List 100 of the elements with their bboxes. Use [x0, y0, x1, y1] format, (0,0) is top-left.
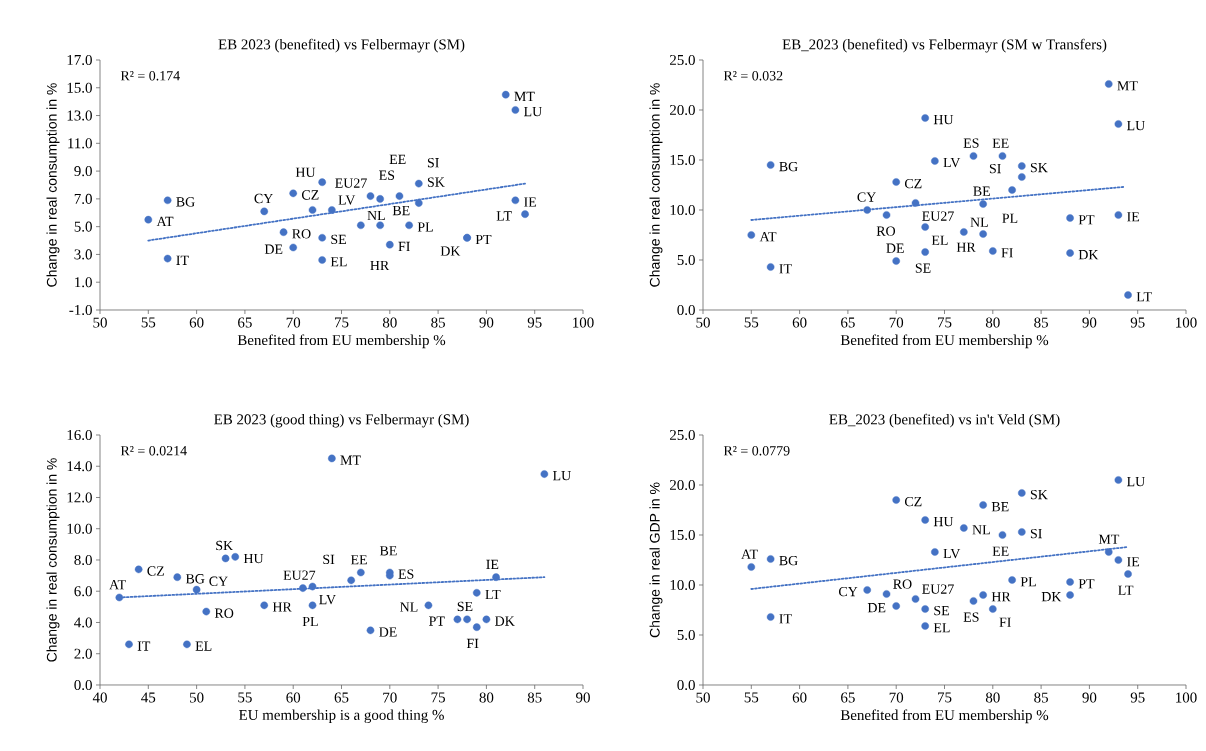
- annotation: PL: [417, 222, 433, 232]
- annotation: ES: [398, 569, 414, 579]
- y-tick-label: 3.0: [74, 249, 92, 260]
- annotation: SE: [331, 234, 346, 245]
- y-tick-label: 10.0: [670, 579, 695, 591]
- annotation: BE: [379, 546, 397, 556]
- y-tick-label: 10.0: [67, 523, 92, 534]
- annotation: SE: [915, 263, 931, 273]
- x-tick-label: 75: [938, 692, 952, 703]
- annotation: EE: [992, 138, 1009, 148]
- y-tick-label: 1.0: [75, 277, 92, 288]
- x-tick-label: 90: [576, 692, 590, 703]
- annotation: CY: [839, 586, 858, 597]
- annotation: HR: [272, 602, 292, 612]
- annotation: RO: [214, 608, 234, 618]
- x-tick-label: 65: [841, 692, 855, 703]
- annotation: PL: [1002, 213, 1018, 223]
- x-tick-label: 90: [479, 317, 494, 328]
- annotation: IE: [486, 559, 499, 569]
- x-tick-label: 90: [1082, 692, 1097, 703]
- y-tick-label: 15.0: [67, 82, 92, 93]
- x-tick-label: 85: [527, 692, 542, 703]
- x-tick-label: 70: [383, 692, 397, 703]
- annotation: LU: [524, 107, 542, 117]
- annotation: CY: [857, 192, 876, 202]
- y-axis-title: Change in real GDP in %: [649, 482, 663, 638]
- y-tick-label: 7.0: [74, 193, 92, 204]
- x-tick-label: 80: [382, 317, 397, 328]
- annotation: CZ: [904, 178, 922, 189]
- annotation: R² = 0.174: [120, 71, 180, 81]
- annotation: HU: [295, 167, 316, 178]
- annotation: BE: [991, 502, 1009, 512]
- annotation: PL: [302, 616, 318, 627]
- y-tick-label: 20.0: [669, 104, 695, 116]
- y-axis-title: Change in real consumption in %: [649, 83, 663, 287]
- annotation: LV: [319, 595, 336, 605]
- y-tick-label: -1.0: [69, 304, 92, 316]
- x-tick-label: 100: [1176, 692, 1197, 703]
- x-axis-title: EU membership is a good thing %: [239, 709, 444, 724]
- y-tick-label: 12.0: [67, 492, 92, 503]
- x-axis-title: Benefited from EU membership %: [840, 334, 1049, 349]
- annotation: PL: [1020, 577, 1036, 587]
- x-tick-label: 80: [985, 317, 1000, 328]
- annotation: AT: [741, 549, 758, 559]
- annotation: FI: [398, 241, 410, 252]
- annotation: R² = 0.032: [723, 71, 783, 81]
- annotation: EU27: [922, 584, 954, 594]
- x-axis-title: Benefited from EU membership %: [237, 334, 446, 349]
- annotation: SI: [1030, 528, 1042, 539]
- x-tick-label: 65: [334, 692, 349, 703]
- annotation: MT: [514, 91, 535, 102]
- y-tick-label: 4.0: [74, 617, 92, 628]
- annotation: EL: [931, 235, 948, 245]
- x-tick-label: 100: [573, 317, 594, 328]
- y-tick-label: 25.0: [669, 429, 695, 441]
- annotation: EU27: [922, 211, 954, 221]
- annotation: CY: [209, 576, 228, 586]
- y-tick-label: 20.0: [669, 479, 695, 491]
- annotation: R² = 0.0779: [723, 446, 790, 456]
- x-tick-label: 100: [1176, 317, 1197, 328]
- annotation: BG: [176, 197, 195, 207]
- annotation: IE: [524, 197, 537, 207]
- y-tick-label: 6.0: [74, 586, 92, 597]
- annotation: SE: [934, 605, 949, 616]
- annotation: DE: [379, 627, 397, 637]
- x-tick-label: 50: [696, 317, 710, 328]
- x-tick-label: 65: [238, 317, 252, 328]
- y-tick-label: 0.0: [74, 679, 92, 691]
- x-tick-label: 75: [431, 692, 445, 703]
- annotation: HU: [243, 553, 264, 564]
- x-tick-label: 85: [1034, 692, 1048, 703]
- annotation: SI: [323, 554, 335, 565]
- x-tick-label: 45: [141, 692, 156, 703]
- x-tick-label: 95: [1130, 317, 1145, 328]
- x-tick-label: 55: [238, 692, 252, 703]
- y-tick-label: 10.0: [670, 204, 695, 216]
- annotation: MT: [1117, 81, 1138, 91]
- annotation: PT: [475, 234, 492, 245]
- annotation: DK: [1078, 250, 1099, 260]
- annotation: PT: [1078, 579, 1095, 589]
- y-tick-label: 2.0: [74, 648, 92, 659]
- annotation: EE: [992, 546, 1009, 556]
- x-tick-label: 70: [889, 692, 904, 703]
- annotation: LU: [1126, 477, 1145, 487]
- annotation: NL: [970, 217, 988, 227]
- annotation: CZ: [904, 496, 922, 507]
- y-axis-title: Change in real consumption in %: [46, 458, 60, 662]
- y-tick-label: 5.0: [677, 254, 695, 266]
- x-tick-label: 55: [744, 317, 759, 328]
- annotation: LT: [1136, 292, 1152, 302]
- annotation: BG: [185, 574, 205, 584]
- annotation: ES: [379, 170, 395, 180]
- x-tick-label: 50: [190, 692, 204, 703]
- x-tick-label: 80: [479, 692, 494, 703]
- annotation: RO: [893, 579, 912, 589]
- annotation: R² = 0.0214: [120, 446, 187, 456]
- annotation: SI: [427, 158, 439, 168]
- annotation: LU: [552, 471, 571, 481]
- x-tick-label: 90: [1082, 317, 1097, 328]
- annotation: IT: [176, 255, 189, 265]
